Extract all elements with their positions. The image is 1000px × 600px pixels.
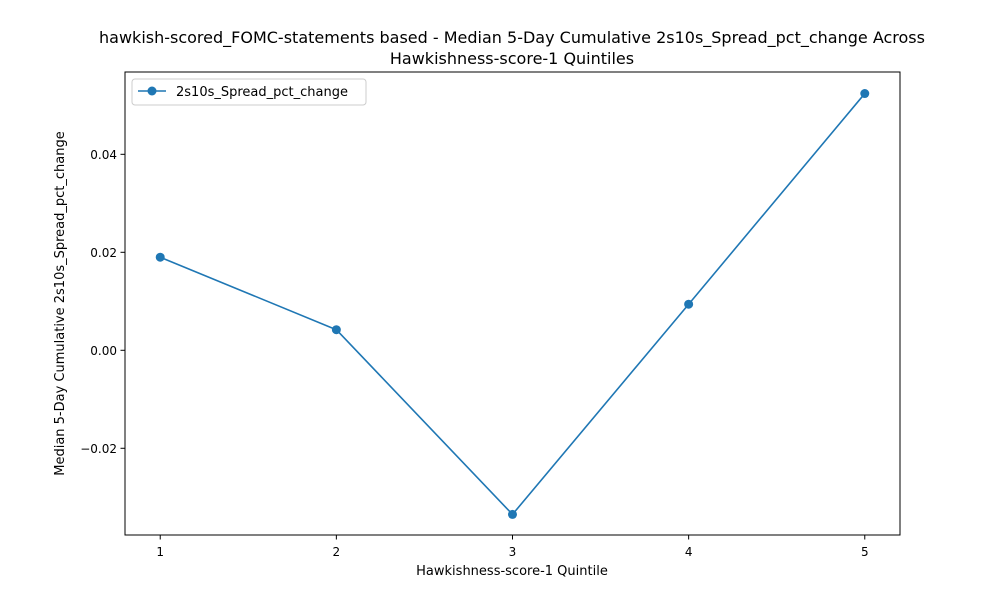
x-axis-ticks: 1 2 3 4 5: [156, 535, 869, 559]
x-tick-label: 4: [685, 545, 693, 559]
series-line: [159, 93, 866, 516]
y-tick-label: −0.02: [80, 442, 117, 456]
x-tick-label: 1: [156, 545, 164, 559]
legend-box: [131, 78, 367, 106]
x-tick-label: 2: [333, 545, 341, 559]
data-point: [508, 509, 517, 519]
y-tick-label: 0.02: [90, 246, 117, 260]
y-axis-label: Median 5-Day Cumulative 2s10s_Spread_pct…: [53, 131, 68, 476]
chart-title-line-2: Hawkishness-score-1 Quintiles: [390, 49, 634, 68]
data-point: [860, 89, 870, 99]
y-axis-ticks: −0.02 0.00 0.02 0.04: [80, 148, 125, 456]
legend-label: 2s10s_Spread_pct_change: [176, 85, 348, 100]
data-point: [331, 325, 341, 335]
y-tick-label: 0.00: [90, 344, 117, 358]
data-point: [155, 252, 165, 262]
x-axis-label: Hawkishness-score-1 Quintile: [416, 564, 608, 579]
legend: 2s10s_Spread_pct_change: [131, 78, 367, 106]
legend-marker-swatch: [147, 86, 157, 96]
y-tick-label: 0.04: [90, 148, 117, 162]
x-tick-label: 5: [861, 545, 869, 559]
chart-title-line-1: hawkish-scored_FOMC-statements based - M…: [99, 28, 925, 48]
series-layer: [155, 89, 870, 519]
plot-area-frame: [124, 71, 901, 536]
data-point: [684, 299, 694, 309]
x-tick-label: 3: [509, 545, 517, 559]
